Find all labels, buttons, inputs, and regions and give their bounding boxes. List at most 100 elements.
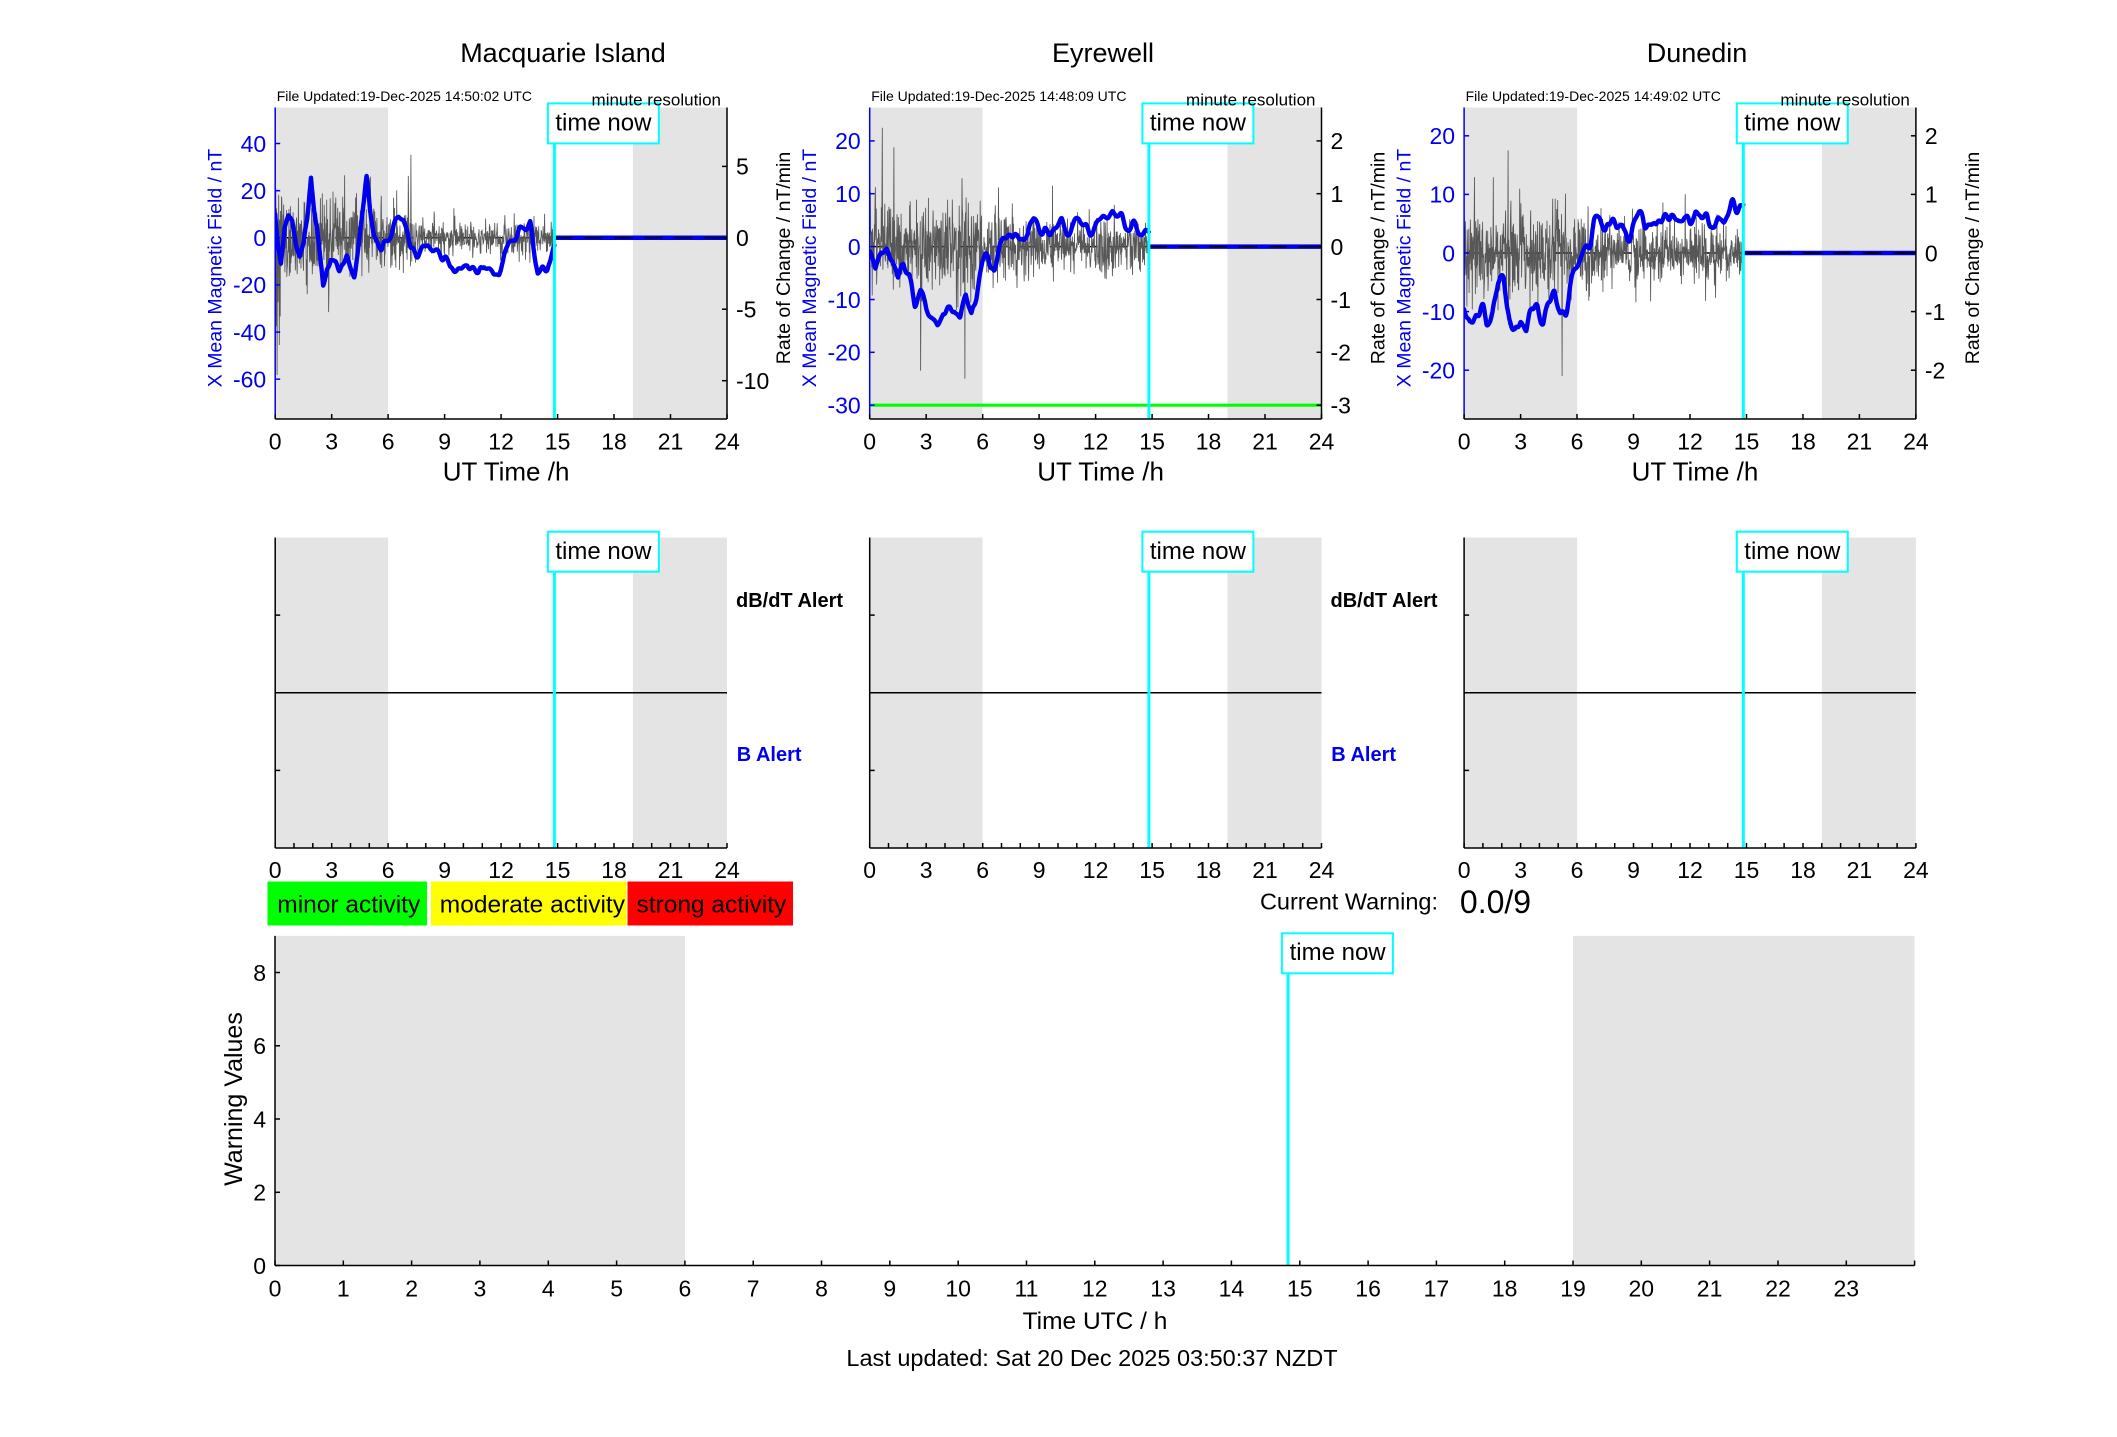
svg-text:Rate of Change / nT/min: Rate of Change / nT/min (1962, 152, 1984, 364)
svg-text:12: 12 (1083, 857, 1109, 883)
svg-text:Warning Values: Warning Values (220, 1012, 248, 1186)
svg-text:-20: -20 (827, 340, 860, 366)
svg-text:24: 24 (1903, 857, 1929, 883)
svg-text:3: 3 (474, 1275, 487, 1301)
svg-text:time now: time now (1290, 939, 1387, 966)
svg-text:6: 6 (382, 429, 395, 455)
svg-text:Dunedin: Dunedin (1647, 38, 1748, 68)
svg-text:-1: -1 (1925, 299, 1945, 325)
svg-text:12: 12 (488, 429, 514, 455)
svg-text:0: 0 (736, 225, 749, 251)
svg-text:9: 9 (1033, 429, 1046, 455)
svg-text:6: 6 (976, 857, 989, 883)
svg-text:-30: -30 (827, 393, 860, 419)
svg-text:2: 2 (1331, 128, 1344, 154)
svg-text:13: 13 (1150, 1275, 1176, 1301)
svg-text:-20: -20 (1422, 358, 1455, 384)
svg-text:16: 16 (1355, 1275, 1381, 1301)
svg-text:-1: -1 (1331, 287, 1351, 313)
svg-text:3: 3 (920, 429, 933, 455)
svg-text:40: 40 (241, 131, 267, 157)
svg-text:2: 2 (1925, 123, 1938, 149)
svg-text:18: 18 (1492, 1275, 1518, 1301)
svg-text:6: 6 (1571, 429, 1584, 455)
svg-text:19: 19 (1560, 1275, 1586, 1301)
svg-text:18: 18 (1196, 429, 1222, 455)
svg-text:X Mean Magnetic Field / nT: X Mean Magnetic Field / nT (1394, 149, 1416, 388)
svg-text:18: 18 (601, 857, 627, 883)
svg-text:time now: time now (1744, 110, 1841, 137)
svg-text:6: 6 (382, 857, 395, 883)
svg-text:strong activity: strong activity (637, 891, 788, 918)
svg-text:B Alert: B Alert (737, 744, 802, 766)
svg-text:17: 17 (1424, 1275, 1450, 1301)
svg-text:10: 10 (1430, 182, 1456, 208)
svg-text:9: 9 (1627, 857, 1640, 883)
svg-text:0.0/9: 0.0/9 (1460, 884, 1531, 920)
svg-text:0: 0 (1458, 429, 1471, 455)
svg-text:21: 21 (658, 857, 684, 883)
svg-text:10: 10 (835, 181, 861, 207)
svg-text:Current Warning:: Current Warning: (1260, 889, 1438, 915)
svg-text:15: 15 (1734, 429, 1760, 455)
svg-text:minor activity: minor activity (277, 891, 421, 918)
svg-text:File Updated:19-Dec-2025 14:50: File Updated:19-Dec-2025 14:50:02 UTC (277, 88, 532, 104)
svg-text:0: 0 (1458, 857, 1471, 883)
svg-text:9: 9 (1033, 857, 1046, 883)
svg-text:0: 0 (269, 857, 282, 883)
svg-text:1: 1 (337, 1275, 350, 1301)
svg-text:4: 4 (253, 1106, 266, 1132)
svg-text:12: 12 (1677, 857, 1703, 883)
svg-text:0: 0 (253, 1253, 266, 1279)
svg-text:UT Time /h: UT Time /h (1632, 457, 1759, 487)
svg-text:8: 8 (815, 1275, 828, 1301)
svg-text:minute resolution: minute resolution (1186, 90, 1315, 109)
svg-text:12: 12 (1082, 1275, 1108, 1301)
svg-text:time now: time now (1150, 538, 1247, 565)
svg-text:X Mean Magnetic Field / nT: X Mean Magnetic Field / nT (799, 149, 821, 388)
svg-text:23: 23 (1834, 1275, 1860, 1301)
svg-text:Rate of Change / nT/min: Rate of Change / nT/min (1368, 152, 1390, 364)
svg-text:5: 5 (736, 154, 749, 180)
svg-text:-5: -5 (736, 297, 756, 323)
svg-text:-2: -2 (1331, 340, 1351, 366)
svg-text:0: 0 (863, 429, 876, 455)
svg-text:15: 15 (1734, 857, 1760, 883)
svg-text:10: 10 (945, 1275, 971, 1301)
svg-text:0: 0 (1331, 234, 1344, 260)
svg-text:20: 20 (1629, 1275, 1655, 1301)
svg-text:3: 3 (1514, 429, 1527, 455)
svg-text:18: 18 (1790, 429, 1816, 455)
svg-text:6: 6 (679, 1275, 692, 1301)
svg-text:20: 20 (835, 128, 861, 154)
svg-text:0: 0 (848, 234, 861, 260)
svg-text:15: 15 (545, 857, 571, 883)
svg-text:0: 0 (1925, 240, 1938, 266)
svg-text:Rate of Change / nT/min: Rate of Change / nT/min (773, 152, 795, 364)
svg-text:22: 22 (1765, 1275, 1791, 1301)
svg-text:11: 11 (1015, 1275, 1039, 1301)
svg-text:21: 21 (1847, 429, 1873, 455)
svg-text:9: 9 (438, 429, 451, 455)
svg-text:15: 15 (1139, 857, 1165, 883)
svg-text:minute resolution: minute resolution (592, 90, 721, 109)
svg-text:7: 7 (747, 1275, 760, 1301)
svg-text:0: 0 (863, 857, 876, 883)
svg-text:6: 6 (253, 1033, 266, 1059)
svg-text:12: 12 (488, 857, 514, 883)
svg-text:21: 21 (1252, 429, 1278, 455)
svg-text:-2: -2 (1925, 358, 1945, 384)
svg-text:-10: -10 (1422, 299, 1455, 325)
svg-text:5: 5 (610, 1275, 623, 1301)
svg-text:9: 9 (883, 1275, 896, 1301)
svg-text:9: 9 (438, 857, 451, 883)
svg-text:0: 0 (253, 225, 266, 251)
svg-text:15: 15 (1287, 1275, 1313, 1301)
svg-text:21: 21 (658, 429, 684, 455)
svg-text:24: 24 (1903, 429, 1929, 455)
svg-text:20: 20 (1430, 123, 1456, 149)
svg-text:8: 8 (253, 960, 266, 986)
svg-text:6: 6 (1571, 857, 1584, 883)
svg-text:UT Time /h: UT Time /h (443, 457, 570, 487)
svg-text:-10: -10 (736, 368, 769, 394)
